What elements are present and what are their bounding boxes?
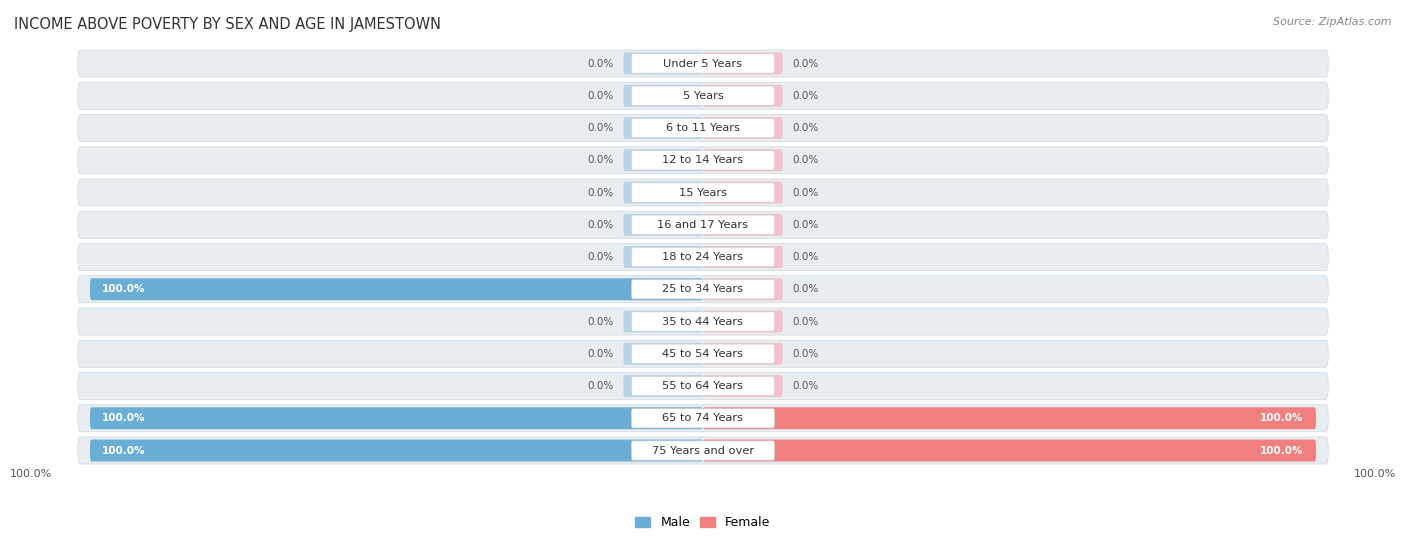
FancyBboxPatch shape [631,344,775,363]
FancyBboxPatch shape [631,150,775,170]
Text: 65 to 74 Years: 65 to 74 Years [662,413,744,423]
Text: Under 5 Years: Under 5 Years [664,59,742,69]
Text: 0.0%: 0.0% [792,59,818,69]
FancyBboxPatch shape [631,247,775,267]
FancyBboxPatch shape [623,375,703,397]
Text: 100.0%: 100.0% [1354,469,1396,479]
FancyBboxPatch shape [703,408,1316,429]
Text: 0.0%: 0.0% [792,91,818,101]
FancyBboxPatch shape [623,149,703,171]
FancyBboxPatch shape [703,214,783,236]
FancyBboxPatch shape [623,53,703,74]
Text: 100.0%: 100.0% [103,285,146,294]
Text: INCOME ABOVE POVERTY BY SEX AND AGE IN JAMESTOWN: INCOME ABOVE POVERTY BY SEX AND AGE IN J… [14,17,441,32]
Legend: Male, Female: Male, Female [630,511,776,534]
FancyBboxPatch shape [77,276,1329,303]
FancyBboxPatch shape [703,85,783,107]
FancyBboxPatch shape [623,214,703,236]
Text: 5 Years: 5 Years [683,91,723,101]
FancyBboxPatch shape [623,117,703,139]
Text: 100.0%: 100.0% [1260,413,1303,423]
FancyBboxPatch shape [631,312,775,331]
Text: 35 to 44 Years: 35 to 44 Years [662,316,744,326]
FancyBboxPatch shape [77,50,1329,77]
Text: 0.0%: 0.0% [792,349,818,359]
FancyBboxPatch shape [77,115,1329,141]
Text: 0.0%: 0.0% [792,155,818,165]
Text: 0.0%: 0.0% [588,381,614,391]
FancyBboxPatch shape [623,182,703,203]
FancyBboxPatch shape [623,343,703,364]
Text: 0.0%: 0.0% [792,123,818,133]
FancyBboxPatch shape [623,311,703,333]
FancyBboxPatch shape [77,244,1329,271]
FancyBboxPatch shape [623,246,703,268]
Text: 0.0%: 0.0% [588,316,614,326]
FancyBboxPatch shape [90,278,703,300]
FancyBboxPatch shape [631,441,775,460]
FancyBboxPatch shape [631,376,775,396]
FancyBboxPatch shape [631,280,775,299]
FancyBboxPatch shape [90,408,703,429]
FancyBboxPatch shape [703,246,783,268]
Text: 18 to 24 Years: 18 to 24 Years [662,252,744,262]
FancyBboxPatch shape [77,146,1329,174]
FancyBboxPatch shape [703,343,783,364]
Text: Source: ZipAtlas.com: Source: ZipAtlas.com [1274,17,1392,27]
Text: 6 to 11 Years: 6 to 11 Years [666,123,740,133]
FancyBboxPatch shape [631,183,775,202]
Text: 0.0%: 0.0% [588,123,614,133]
Text: 0.0%: 0.0% [792,187,818,197]
Text: 0.0%: 0.0% [792,252,818,262]
FancyBboxPatch shape [77,308,1329,335]
FancyBboxPatch shape [623,85,703,107]
FancyBboxPatch shape [77,405,1329,432]
Text: 0.0%: 0.0% [588,349,614,359]
FancyBboxPatch shape [703,182,783,203]
Text: 75 Years and over: 75 Years and over [652,446,754,456]
Text: 15 Years: 15 Years [679,187,727,197]
Text: 0.0%: 0.0% [588,59,614,69]
Text: 0.0%: 0.0% [792,381,818,391]
Text: 100.0%: 100.0% [10,469,52,479]
Text: 100.0%: 100.0% [103,446,146,456]
Text: 100.0%: 100.0% [103,413,146,423]
FancyBboxPatch shape [703,149,783,171]
FancyBboxPatch shape [77,372,1329,400]
Text: 55 to 64 Years: 55 to 64 Years [662,381,744,391]
Text: 0.0%: 0.0% [792,220,818,230]
FancyBboxPatch shape [631,409,775,428]
Text: 0.0%: 0.0% [792,285,818,294]
FancyBboxPatch shape [703,278,783,300]
Text: 100.0%: 100.0% [1260,446,1303,456]
FancyBboxPatch shape [703,439,1316,462]
FancyBboxPatch shape [703,117,783,139]
Text: 45 to 54 Years: 45 to 54 Years [662,349,744,359]
FancyBboxPatch shape [77,340,1329,367]
FancyBboxPatch shape [703,53,783,74]
FancyBboxPatch shape [703,311,783,333]
Text: 0.0%: 0.0% [588,155,614,165]
FancyBboxPatch shape [631,54,775,73]
Text: 12 to 14 Years: 12 to 14 Years [662,155,744,165]
Text: 0.0%: 0.0% [588,252,614,262]
Text: 0.0%: 0.0% [588,220,614,230]
FancyBboxPatch shape [77,437,1329,464]
Text: 16 and 17 Years: 16 and 17 Years [658,220,748,230]
FancyBboxPatch shape [631,86,775,106]
FancyBboxPatch shape [90,439,703,462]
FancyBboxPatch shape [77,179,1329,206]
FancyBboxPatch shape [77,211,1329,238]
FancyBboxPatch shape [703,375,783,397]
Text: 0.0%: 0.0% [588,91,614,101]
Text: 0.0%: 0.0% [792,316,818,326]
Text: 0.0%: 0.0% [588,187,614,197]
Text: 25 to 34 Years: 25 to 34 Years [662,285,744,294]
FancyBboxPatch shape [77,82,1329,110]
FancyBboxPatch shape [631,119,775,138]
FancyBboxPatch shape [631,215,775,234]
